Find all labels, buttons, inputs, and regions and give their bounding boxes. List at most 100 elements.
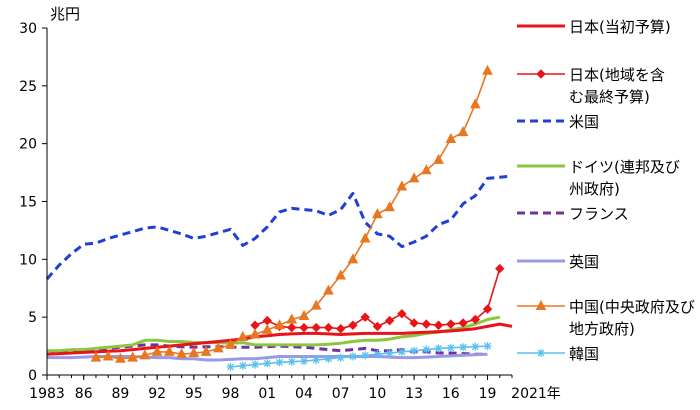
- data-point: [433, 320, 444, 330]
- x-tick-label: 89: [112, 386, 130, 402]
- legend-label: 米国: [569, 113, 599, 131]
- data-point: [237, 330, 249, 341]
- x-tick-label: 1983: [29, 386, 65, 402]
- legend-item-5: 英国: [517, 253, 599, 271]
- plot-area: [45, 64, 513, 371]
- legend-label: 地方政府): [569, 320, 635, 338]
- data-point: [287, 357, 296, 366]
- data-point: [360, 312, 370, 322]
- legend-item-0: 日本(当初予算): [517, 18, 671, 36]
- data-point: [482, 64, 493, 75]
- legend-label: ドイツ(連邦及び: [569, 158, 680, 176]
- data-point: [347, 253, 359, 264]
- data-point: [324, 354, 333, 363]
- data-point: [471, 342, 480, 351]
- data-point: [361, 351, 370, 360]
- data-point: [310, 299, 322, 310]
- data-point: [470, 314, 480, 325]
- y-unit-label: 兆円: [50, 5, 80, 23]
- y-tick-label: 0: [28, 368, 37, 384]
- legend-label: 中国(中央政府及び: [569, 298, 695, 316]
- y-tick-label: 20: [19, 137, 37, 153]
- data-point: [226, 362, 235, 371]
- series-6: [90, 64, 493, 363]
- x-tick-label: 01: [258, 386, 276, 402]
- data-point: [372, 208, 383, 219]
- data-point: [459, 343, 468, 352]
- data-point: [225, 338, 236, 349]
- data-point: [348, 320, 358, 330]
- data-point: [335, 324, 346, 334]
- data-point: [396, 180, 408, 191]
- data-point: [115, 352, 126, 363]
- data-point: [384, 201, 395, 212]
- data-point: [495, 263, 505, 274]
- legend-label: 韓国: [569, 345, 599, 363]
- data-point: [348, 352, 357, 361]
- data-point: [311, 322, 321, 333]
- axes: 0 5 10 15 20 25 30 1983 86 89 92 95 98 01 04 07 10 13 16 19…: [19, 21, 561, 402]
- data-point: [90, 351, 102, 362]
- legend-label: 日本(当初予算): [569, 18, 671, 36]
- x-unit-label: 2021年: [511, 386, 561, 402]
- legend-item-7: 韓国: [517, 345, 599, 363]
- x-tick-label: 07: [332, 386, 350, 402]
- data-point: [251, 360, 260, 369]
- x-tick-label: 19: [479, 386, 497, 402]
- data-point: [274, 319, 285, 330]
- data-point: [323, 284, 334, 295]
- data-point: [372, 321, 383, 332]
- data-point: [151, 345, 163, 356]
- data-point: [323, 322, 334, 333]
- x-tick-label: 95: [185, 386, 203, 402]
- legend-label: 英国: [569, 253, 599, 271]
- data-point: [385, 349, 394, 358]
- data-point: [469, 98, 481, 109]
- legend-label: 日本(地域を含: [569, 66, 665, 84]
- data-point: [188, 346, 200, 358]
- y-tick-label: 10: [19, 252, 37, 268]
- data-point: [139, 349, 151, 360]
- data-point: [335, 269, 347, 280]
- legend-marker: [536, 69, 546, 79]
- legend-label: 州政府): [569, 180, 620, 198]
- data-point: [421, 164, 432, 175]
- data-point: [212, 342, 224, 353]
- data-point: [261, 323, 273, 334]
- legend-label: フランス: [569, 205, 629, 223]
- data-point: [384, 315, 395, 326]
- data-point: [457, 126, 469, 137]
- data-point: [408, 172, 420, 183]
- data-point: [275, 358, 284, 367]
- y-tick-label: 25: [19, 79, 37, 95]
- data-point: [422, 345, 431, 354]
- data-point: [446, 343, 455, 352]
- data-point: [458, 318, 468, 328]
- data-point: [373, 350, 382, 359]
- series-line: [230, 345, 488, 368]
- y-tick-label: 5: [28, 310, 37, 326]
- legend-marker: [537, 349, 545, 357]
- data-point: [433, 153, 444, 164]
- series-7: [226, 342, 492, 371]
- data-point: [482, 304, 493, 314]
- data-point: [410, 346, 419, 355]
- y-tick-label: 30: [19, 21, 37, 37]
- data-point: [397, 347, 406, 356]
- x-tick-label: 92: [148, 386, 166, 402]
- data-point: [299, 357, 308, 366]
- x-tick-label: 10: [368, 386, 386, 402]
- data-point: [249, 328, 261, 339]
- series-line: [45, 174, 513, 280]
- data-point: [312, 355, 321, 364]
- data-point: [127, 351, 138, 362]
- legend-item-2: 米国: [517, 113, 599, 131]
- data-point: [397, 308, 407, 319]
- x-tick-label: 98: [222, 386, 240, 402]
- data-point: [446, 319, 456, 329]
- data-point: [262, 315, 272, 326]
